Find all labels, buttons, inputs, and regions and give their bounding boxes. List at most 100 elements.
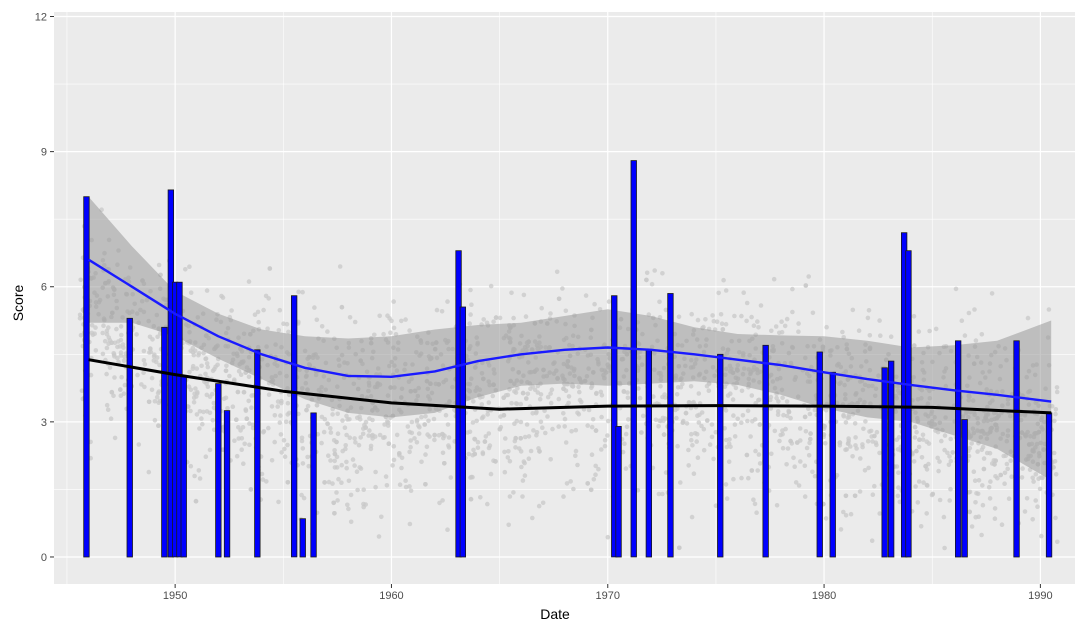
scatter-point (966, 310, 972, 316)
scatter-point (678, 480, 683, 485)
scatter-point (935, 429, 941, 435)
bar (254, 349, 261, 558)
scatter-point (331, 500, 337, 506)
scatter-point (834, 472, 840, 478)
scatter-point (503, 436, 508, 441)
scatter-point (916, 479, 922, 484)
scatter-point (660, 491, 665, 497)
bar (223, 410, 231, 558)
bar (888, 360, 895, 558)
scatter-point (109, 389, 115, 395)
scatter-point (102, 338, 108, 344)
scatter-point (391, 457, 397, 463)
scatter-point (995, 476, 1000, 481)
scatter-point (191, 400, 197, 405)
scatter-point (142, 384, 147, 390)
scatter-point (423, 482, 428, 487)
scatter-point (773, 324, 779, 329)
scatter-point (586, 407, 592, 413)
scatter-point (204, 288, 210, 293)
scatter-point (101, 323, 106, 329)
scatter-point (224, 363, 229, 369)
scatter-point (196, 351, 202, 356)
scatter-point (481, 414, 486, 420)
scatter-point (981, 456, 987, 461)
scatter-point (227, 373, 232, 379)
scatter-point (246, 279, 252, 284)
scatter-point (542, 408, 547, 414)
scatter-point (942, 447, 947, 453)
scatter-point (266, 392, 272, 398)
scatter-point (566, 394, 572, 399)
scatter-point (511, 490, 516, 495)
scatter-point (278, 432, 284, 437)
scatter-point (471, 447, 476, 453)
scatter-point (730, 397, 736, 402)
scatter-point (277, 420, 283, 425)
scatter-point (369, 433, 375, 439)
scatter-point (240, 425, 246, 430)
scatter-point (733, 385, 739, 391)
scatter-point (512, 389, 517, 394)
scatter-point (718, 312, 724, 317)
scatter-point (537, 449, 542, 454)
scatter-point (735, 416, 740, 422)
scatter-point (585, 481, 590, 486)
scatter-point (386, 441, 392, 447)
scatter-point (689, 311, 694, 317)
bar (615, 425, 622, 558)
scatter-point (407, 484, 412, 489)
scatter-point (722, 426, 727, 431)
scatter-point (888, 334, 894, 340)
scatter-point (1035, 504, 1040, 510)
scatter-point (120, 342, 126, 347)
bar (290, 295, 298, 558)
scatter-point (399, 318, 404, 324)
scatter-point (593, 428, 599, 433)
scatter-point (992, 462, 997, 467)
scatter-point (772, 428, 778, 434)
scatter-point (266, 425, 271, 431)
scatter-point (423, 452, 428, 457)
scatter-point (382, 435, 387, 440)
scatter-point (284, 321, 290, 327)
scatter-point (352, 463, 357, 468)
scatter-point (872, 483, 877, 489)
scatter-point (414, 417, 420, 423)
scatter-point (861, 426, 866, 432)
scatter-point (530, 515, 535, 521)
scatter-point (201, 350, 206, 356)
scatter-point (194, 366, 200, 371)
scatter-point (300, 446, 306, 451)
scatter-point (203, 371, 208, 377)
scatter-point (486, 431, 492, 436)
scatter-point (756, 398, 761, 403)
scatter-point (602, 443, 608, 449)
scatter-point (269, 404, 275, 409)
scatter-point (980, 483, 985, 488)
scatter-point (502, 449, 507, 455)
scatter-point (263, 293, 269, 299)
scatter-point (972, 478, 978, 484)
bar (717, 353, 724, 558)
scatter-point (275, 404, 281, 409)
scatter-point (639, 430, 644, 435)
scatter-point (548, 311, 553, 316)
scatter-point (808, 431, 813, 436)
x-tick-label: 1950 (163, 590, 187, 602)
y-axis-title: Score (10, 285, 26, 322)
scatter-point (980, 502, 986, 508)
scatter-point (720, 327, 726, 332)
scatter-point (111, 393, 116, 399)
scatter-point (211, 405, 217, 411)
scatter-point (419, 459, 424, 465)
scatter-point (950, 450, 955, 455)
scatter-point (497, 315, 503, 321)
scatter-point (1008, 458, 1013, 464)
scatter-point (278, 413, 283, 418)
scatter-point (348, 492, 354, 498)
scatter-point (937, 497, 943, 503)
scatter-point (545, 394, 551, 400)
scatter-point (812, 473, 818, 479)
scatter-point (912, 435, 918, 440)
